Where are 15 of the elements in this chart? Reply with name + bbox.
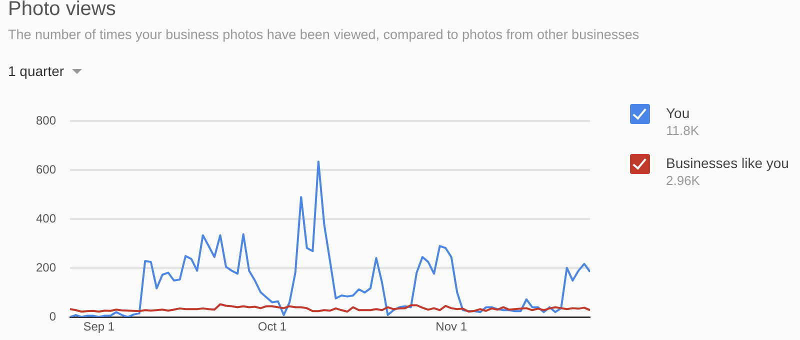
chart-title: Photo views [8,0,116,21]
text: 11.8K [666,122,700,140]
y-tick-label: 800 [36,114,56,128]
y-tick-label: 400 [36,211,56,226]
chart-subtitle: The number of times your business photos have been viewed, compared to photos from other businesses [8,27,640,42]
y-tick-label: 0 [49,309,56,324]
text: 2.96K [666,172,701,190]
legend-label: You [666,104,691,122]
x-tick-label: Sep 1 [83,320,115,334]
x-tick-label: Oct 1 [258,320,287,334]
x-tick-label: Nov 1 [436,320,468,334]
text: 1 quarter [8,63,64,79]
y-tick-label: 200 [36,260,56,274]
y-tick-label: 600 [36,162,56,176]
legend-label: Businesses like you [666,154,789,172]
